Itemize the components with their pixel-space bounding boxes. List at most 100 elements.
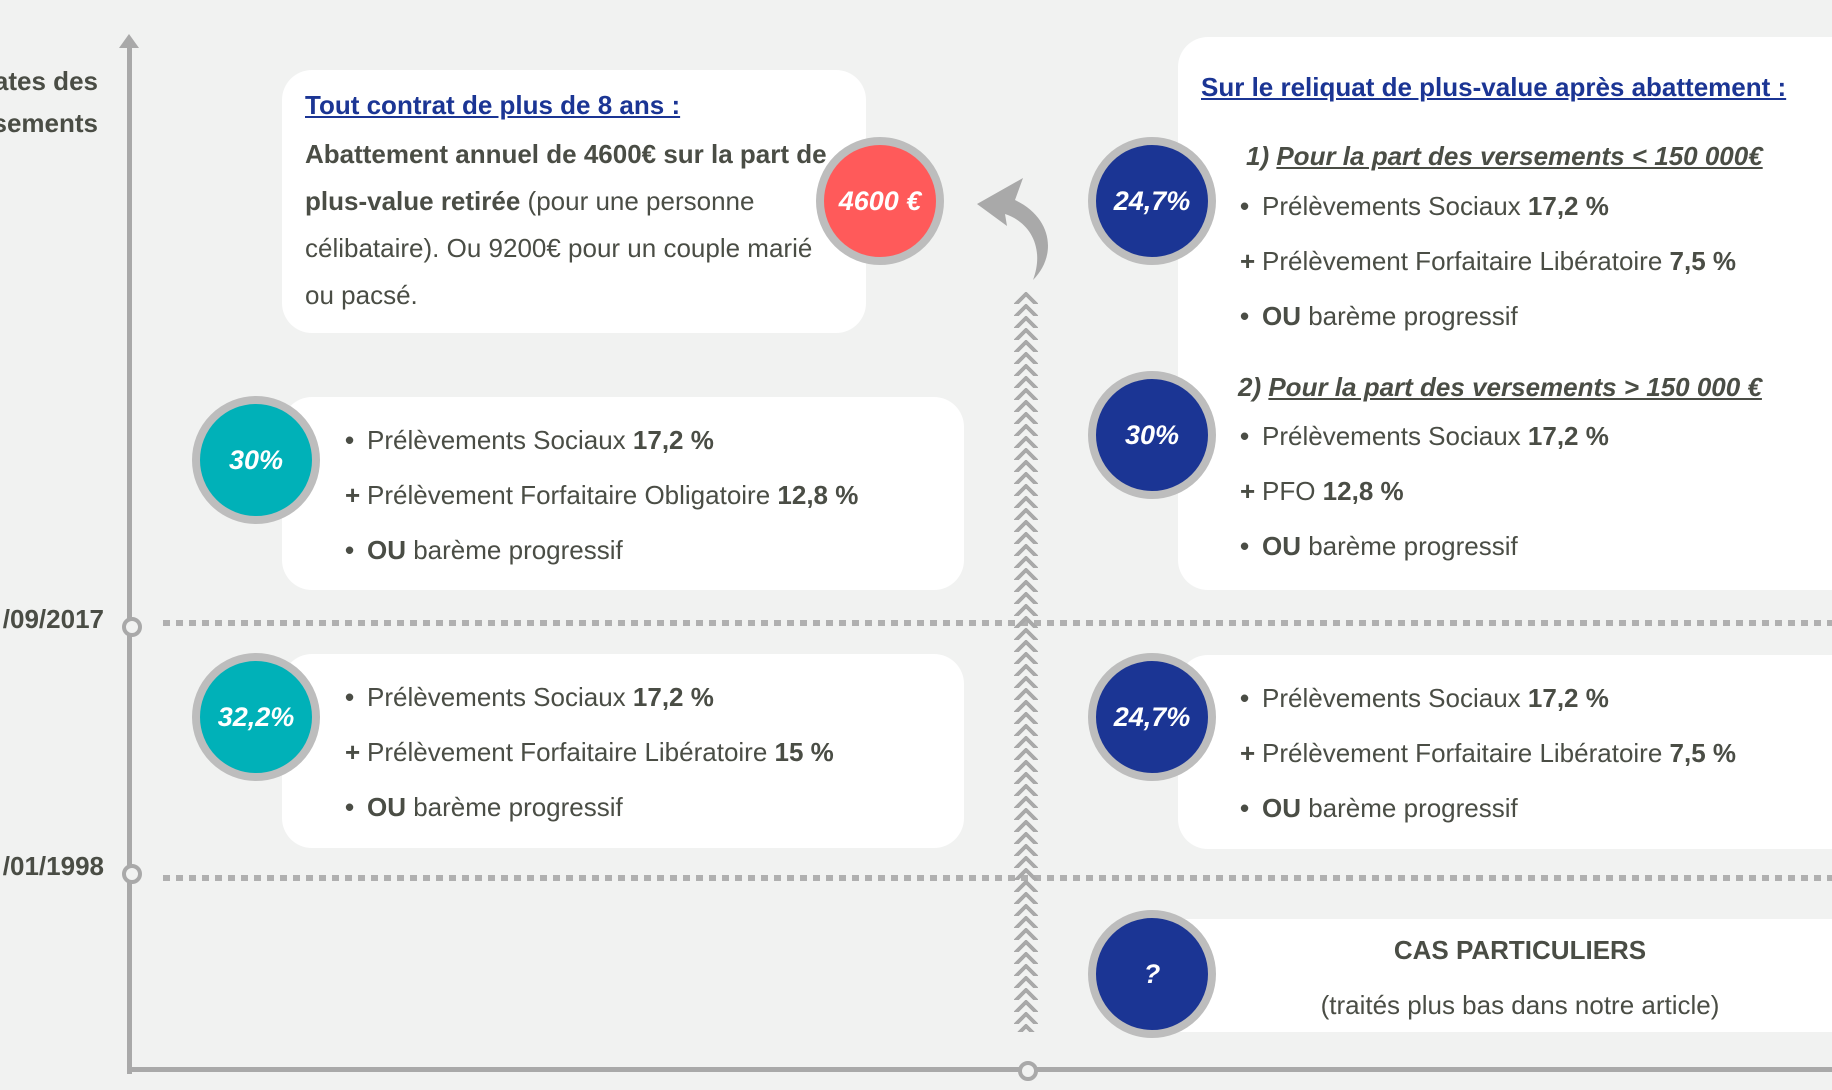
special-cases-title: CAS PARTICULIERS [1393, 935, 1647, 965]
plus-icon: + [345, 737, 361, 767]
item-value: OU [1262, 793, 1301, 823]
item-value: 12,8 % [1322, 476, 1404, 506]
item-text: Prélèvements Sociaux [1262, 191, 1528, 221]
item-value: 7,5 % [1669, 246, 1737, 276]
left-card-1 [282, 397, 964, 590]
list-item: + PFO 12,8 % [1240, 464, 1609, 519]
item-value: 12,8 % [777, 480, 859, 510]
badge-question: ? [1088, 910, 1216, 1038]
y-axis-line [127, 44, 132, 1074]
item-text: barème progressif [1301, 531, 1518, 561]
bullet-icon: • [1240, 793, 1250, 823]
curved-arrow-icon [977, 178, 1048, 280]
list-item: + Prélèvement Forfaitaire Libératoire 7,5… [1240, 234, 1736, 289]
list-item: • Prélèvements Sociaux 17,2 % [1240, 409, 1609, 464]
badge-left-30: 30% [192, 396, 320, 524]
y-axis-label: ates des sements [0, 60, 98, 144]
item-value: 15 % [774, 737, 834, 767]
badge-right-24-7: 24,7% [1088, 137, 1216, 265]
item-value: OU [367, 792, 406, 822]
date-2017: /09/2017 [2, 604, 104, 634]
plus-icon: + [345, 480, 361, 510]
plus-icon: + [1240, 246, 1256, 276]
right-section-1-subtitle: 1) Pour la part des versements < 150 000… [1246, 141, 1763, 172]
axis-node-bottom [1018, 1061, 1038, 1081]
item-value: OU [1262, 301, 1301, 331]
axis-node-1998 [122, 864, 142, 884]
special-cases-card [1178, 919, 1832, 1032]
top-card-normal-text: (pour une personne célibataire). Ou 9200… [305, 186, 813, 310]
left-card-1-list: • Prélèvements Sociaux 17,2 % + Prélèvemen… [345, 413, 858, 578]
item-text: Prélèvements Sociaux [1262, 421, 1528, 451]
x-axis-line [127, 1067, 1832, 1072]
item-value: 17,2 % [632, 682, 714, 712]
right-card-title: Sur le reliquat de plus-value après abat… [1201, 72, 1787, 102]
date-1998: /01/1998 [2, 851, 104, 881]
item-value: OU [1262, 531, 1301, 561]
item-text: barème progressif [406, 792, 623, 822]
item-value: 7,5 % [1669, 738, 1737, 768]
item-text: Prélèvement Forfaitaire Libératoire [1262, 246, 1670, 276]
left-card-2-list: • Prélèvements Sociaux 17,2 % + Prélèvemen… [345, 670, 834, 835]
list-item: • Prélèvements Sociaux 17,2 % [345, 413, 858, 468]
list-item: • OU barème progressif [1240, 289, 1736, 344]
plus-icon: + [1240, 476, 1256, 506]
right-section-2-subtitle: 2) Pour la part des versements > 150 000… [1238, 372, 1762, 403]
item-value: 17,2 % [632, 425, 714, 455]
special-cases-subtitle: (traités plus bas dans notre article) [1320, 990, 1720, 1020]
badge-right-30: 30% [1088, 371, 1216, 499]
item-value: OU [367, 535, 406, 565]
right-low-card [1178, 655, 1832, 849]
item-text: Prélèvement Forfaitaire Libératoire [1262, 738, 1670, 768]
item-value: 17,2 % [1527, 421, 1609, 451]
top-card-bold-text: Abattement annuel de 4600€ sur la part d… [305, 139, 827, 216]
bullet-icon: • [345, 535, 355, 565]
top-card-title: Tout contrat de plus de 8 ans : [305, 90, 681, 120]
list-item: • OU barème progressif [345, 523, 858, 578]
section-title: Pour la part des versements > 150 000 € [1268, 372, 1762, 402]
item-text: Prélèvements Sociaux [367, 682, 633, 712]
item-text: Prélèvements Sociaux [367, 425, 633, 455]
list-item: • Prélèvements Sociaux 17,2 % [345, 670, 834, 725]
section-number: 1) [1246, 141, 1277, 171]
right-section-1-list: • Prélèvements Sociaux 17,2 % + Prélèvemen… [1240, 179, 1736, 344]
list-item: + Prélèvement Forfaitaire Libératoire 15 … [345, 725, 834, 780]
axis-node-2017 [122, 617, 142, 637]
y-axis-label-line2: sements [0, 108, 98, 138]
item-text: barème progressif [406, 535, 623, 565]
item-text: barème progressif [1301, 301, 1518, 331]
right-section-2-list: • Prélèvements Sociaux 17,2 % + PFO 12,8 %… [1240, 409, 1609, 574]
plus-icon: + [1240, 738, 1256, 768]
separator-2017 [163, 620, 1832, 626]
separator-1998 [163, 875, 1832, 881]
badge-right-low-24-7: 24,7% [1088, 653, 1216, 781]
item-text: PFO [1262, 476, 1323, 506]
right-low-card-list: • Prélèvements Sociaux 17,2 % + Prélèvemen… [1240, 671, 1736, 836]
item-text: Prélèvement Forfaitaire Obligatoire [367, 480, 778, 510]
right-card [1178, 37, 1832, 590]
item-text: Prélèvement Forfaitaire Libératoire [367, 737, 775, 767]
badge-left-32-2: 32,2% [192, 653, 320, 781]
bullet-icon: • [345, 425, 355, 455]
item-value: 17,2 % [1527, 683, 1609, 713]
list-item: • Prélèvements Sociaux 17,2 % [1240, 671, 1736, 726]
bullet-icon: • [345, 682, 355, 712]
section-number: 2) [1238, 372, 1269, 402]
bullet-icon: • [1240, 301, 1250, 331]
list-item: • Prélèvements Sociaux 17,2 % [1240, 179, 1736, 234]
bullet-icon: • [1240, 191, 1250, 221]
list-item: + Prélèvement Forfaitaire Obligatoire 12,… [345, 468, 858, 523]
bullet-icon: • [1240, 683, 1250, 713]
bullet-icon: • [345, 792, 355, 822]
list-item: + Prélèvement Forfaitaire Libératoire 7,5… [1240, 726, 1736, 781]
badge-4600: 4600 € [816, 137, 944, 265]
y-axis-arrow-icon [119, 34, 139, 48]
list-item: • OU barème progressif [1240, 781, 1736, 836]
bullet-icon: • [1240, 421, 1250, 451]
section-title: Pour la part des versements < 150 000€ [1276, 141, 1763, 171]
item-value: 17,2 % [1527, 191, 1609, 221]
item-text: barème progressif [1301, 793, 1518, 823]
bullet-icon: • [1240, 531, 1250, 561]
list-item: • OU barème progressif [345, 780, 834, 835]
y-axis-label-line1: ates des [0, 66, 98, 96]
